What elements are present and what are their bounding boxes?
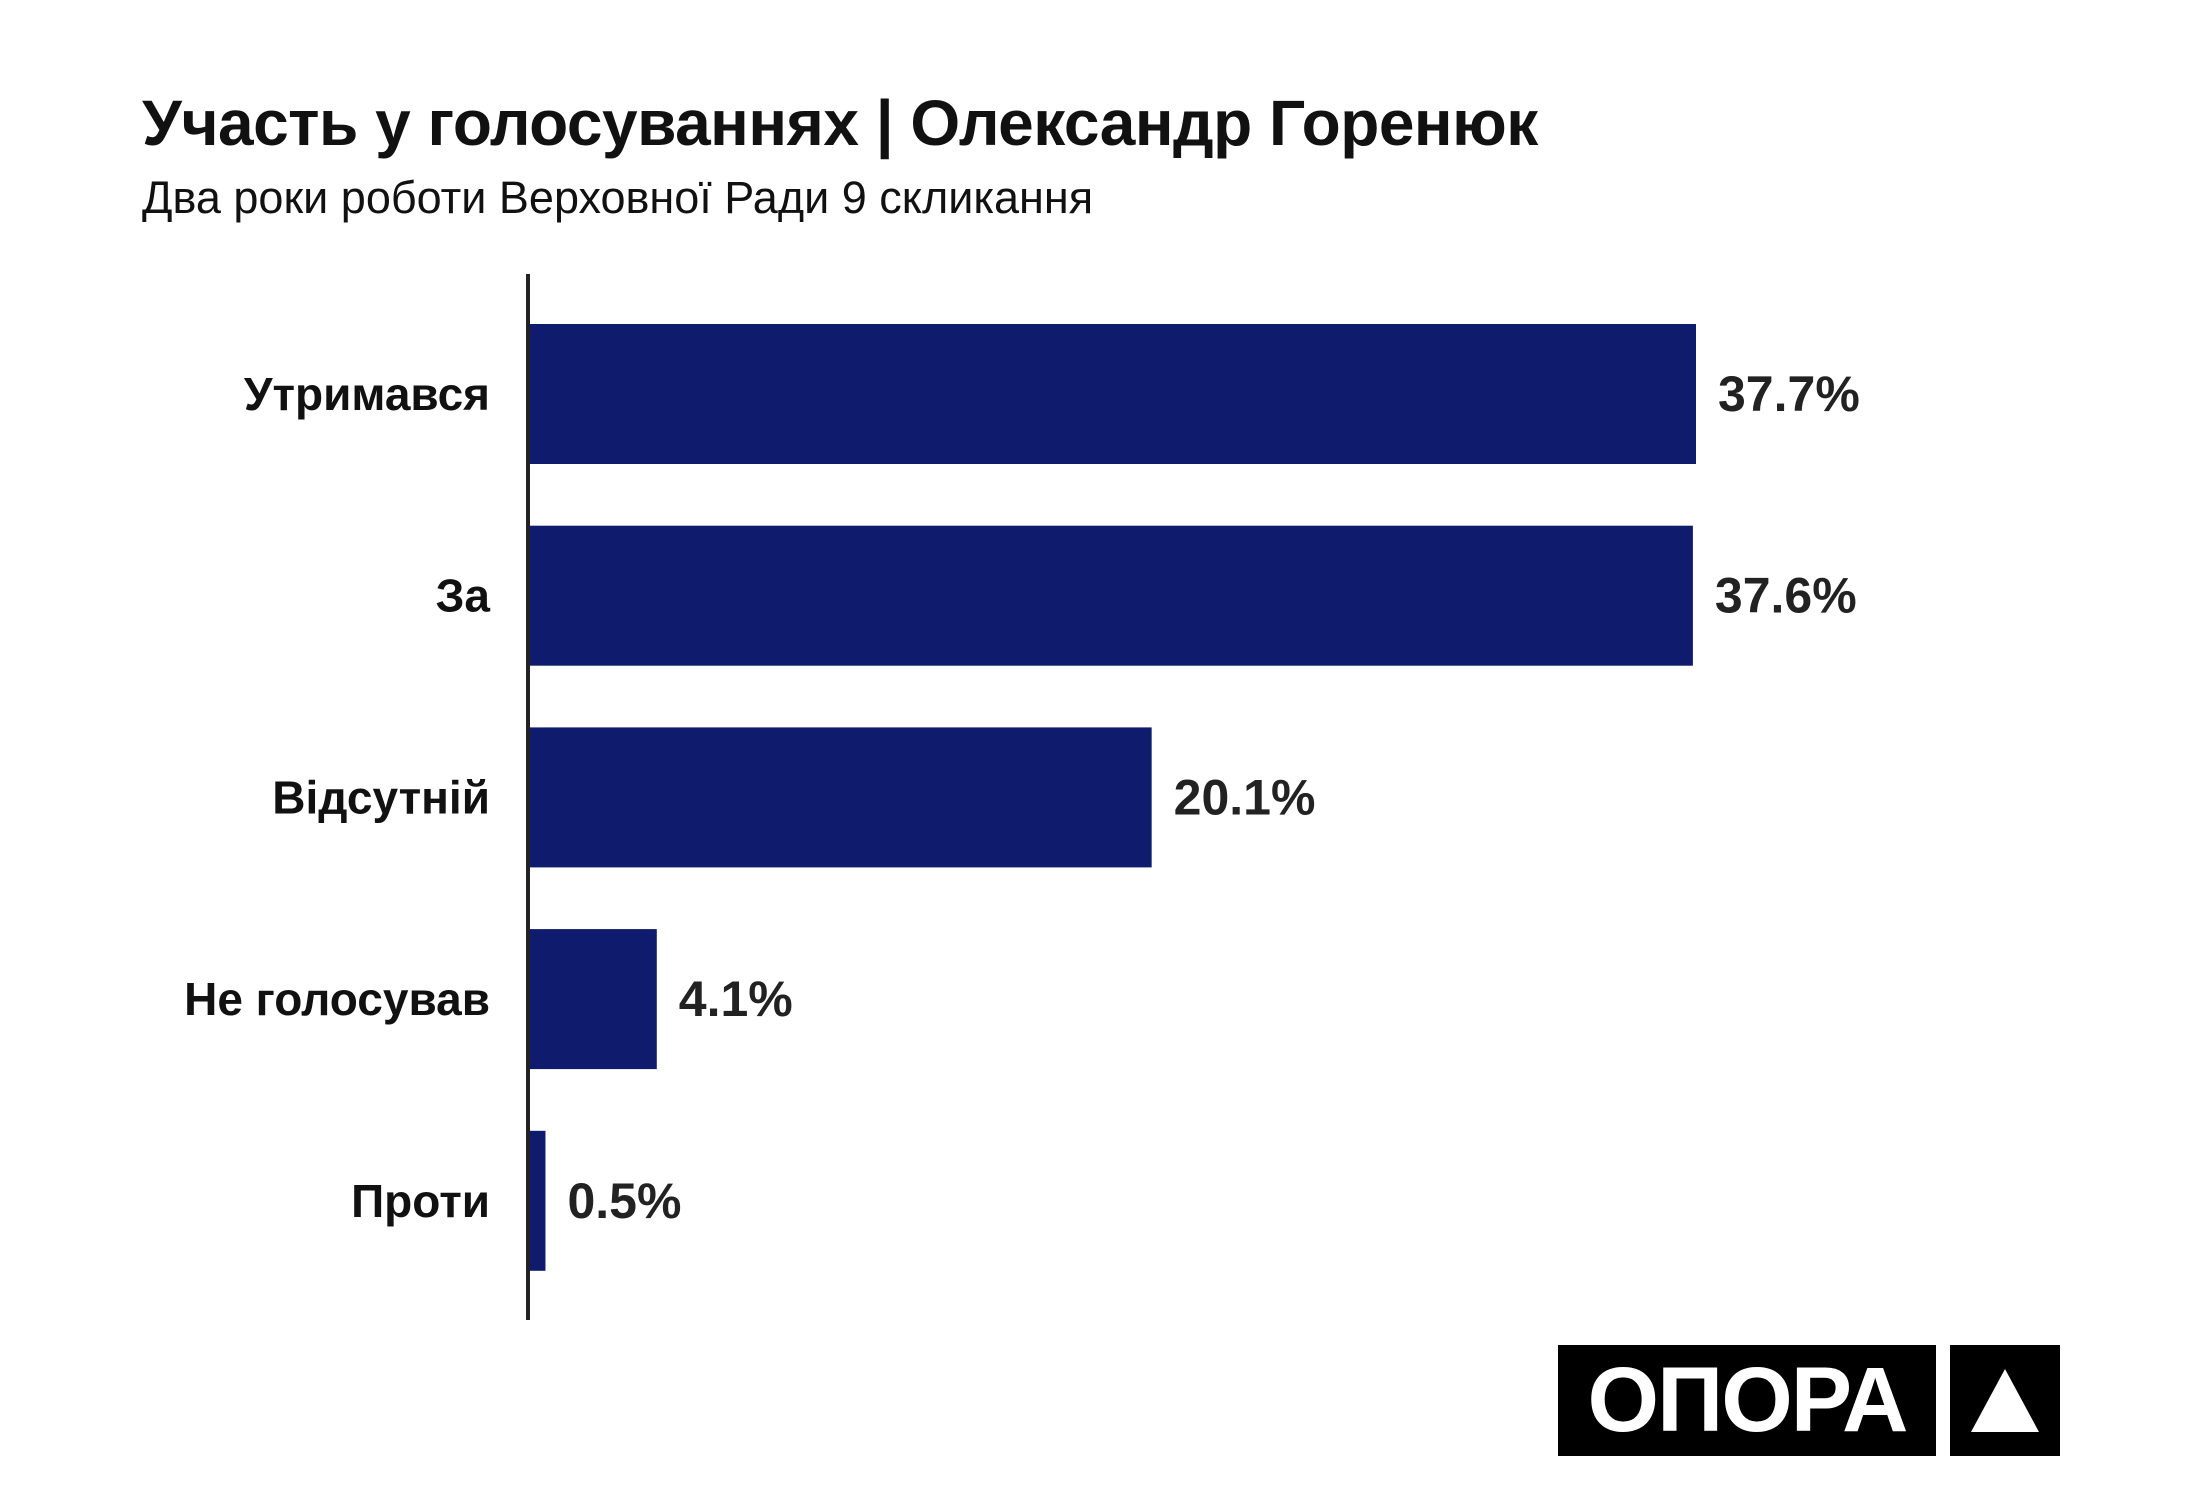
value-label: 4.1% (679, 971, 793, 1027)
value-label: 37.6% (1715, 568, 1857, 624)
triangle-logo-icon (1950, 1345, 2060, 1456)
value-label: 37.7% (1718, 366, 1860, 422)
chart-subtitle: Два роки роботи Верховної Ради 9 скликан… (142, 172, 1094, 223)
bar (530, 525, 1693, 666)
category-label: Утримався (244, 368, 490, 420)
bar (530, 324, 1696, 464)
chart-title: Участь у голосуваннях | Олександр Гореню… (142, 87, 1538, 159)
category-label: Відсутній (272, 771, 490, 823)
bar (530, 1130, 546, 1271)
bar (530, 929, 657, 1070)
opora-logo: ОПОРА (1558, 1345, 1936, 1456)
value-label: 20.1% (1174, 769, 1316, 825)
category-label: Проти (351, 1175, 490, 1227)
value-label: 0.5% (567, 1173, 681, 1229)
bar (530, 727, 1152, 868)
category-label: За (436, 570, 491, 622)
category-label: Не голосував (184, 973, 490, 1025)
